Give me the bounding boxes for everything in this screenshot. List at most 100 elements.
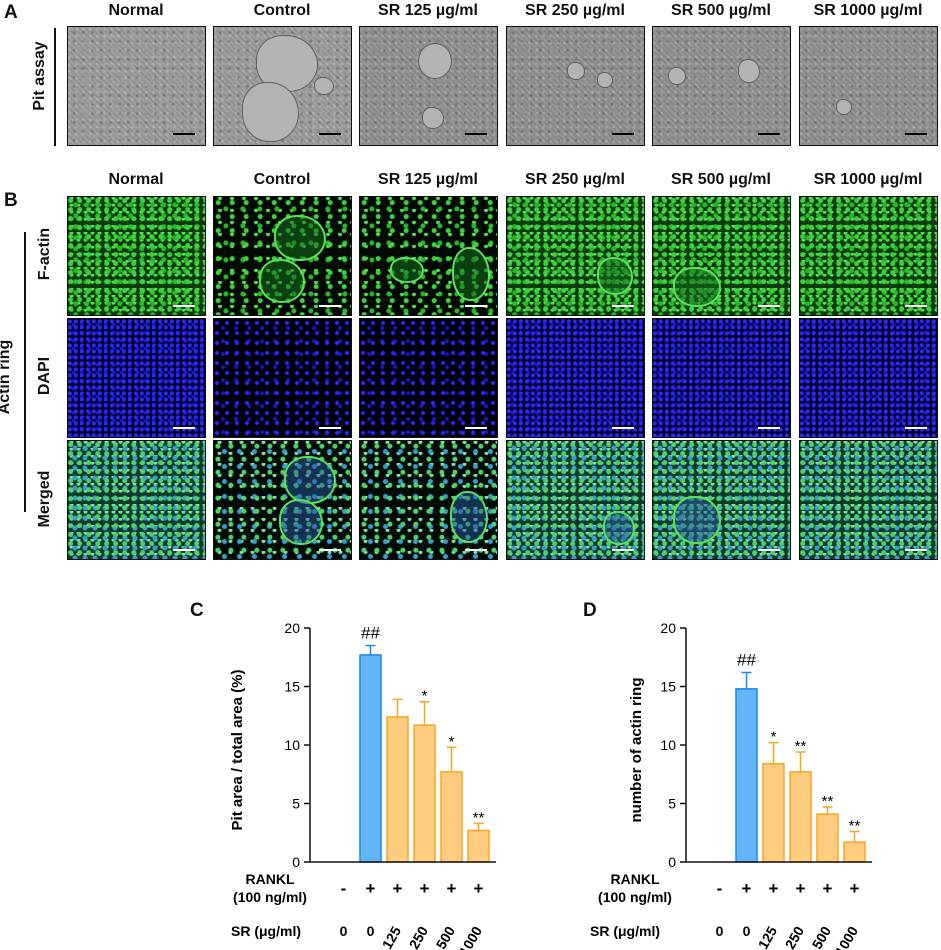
- significance-mark: **: [795, 738, 807, 755]
- pit-image-sr125: [359, 26, 498, 146]
- col-label-control-a: Control: [253, 2, 311, 19]
- sr-dose-value: 125: [755, 923, 781, 950]
- scale-bar: [173, 133, 195, 135]
- resorption-pit: [314, 77, 334, 95]
- rankl-sign: +: [769, 879, 779, 898]
- col-label-sr125-b: SR 125 µg/ml: [378, 171, 478, 188]
- panel-letter-c: C: [190, 600, 204, 621]
- sr-dose-value: 500: [433, 923, 459, 950]
- merged-image-sr500: [652, 440, 791, 560]
- row-label-actin-ring: Actin ring: [0, 339, 13, 415]
- scale-bar: [319, 133, 341, 135]
- sr-dose-value: 0: [743, 923, 751, 939]
- scale-bar: [612, 549, 634, 551]
- col-label-sr500-b: SR 500 µg/ml: [671, 171, 771, 188]
- resorption-pit: [668, 67, 686, 85]
- scale-bar: [905, 427, 927, 429]
- y-tick-label: 10: [284, 737, 300, 753]
- panel-letter-a: A: [4, 2, 18, 23]
- resorption-pit: [242, 82, 299, 142]
- scale-bar: [465, 133, 487, 135]
- sr-dose-value: 250: [406, 923, 432, 950]
- col-label-normal-b: Normal: [108, 171, 164, 188]
- factin-image-sr250: [506, 196, 645, 316]
- rankl-sign: +: [393, 879, 403, 898]
- resorption-pit: [422, 107, 444, 129]
- rankl-sub-label: (100 ng/ml): [233, 889, 307, 905]
- resorption-pit: [418, 43, 452, 79]
- col-label-control-b: Control: [253, 171, 311, 188]
- sr-dose-value: 1000: [456, 923, 486, 950]
- resorption-pit: [567, 62, 585, 80]
- col-label-sr500-a: SR 500 µg/ml: [671, 2, 771, 19]
- y-tick-label: 15: [284, 679, 300, 695]
- actin-ring: [274, 215, 326, 261]
- bar-control: [735, 688, 758, 863]
- sr-dose-value: 1000: [832, 923, 862, 950]
- bar-sr-1000: [467, 829, 490, 863]
- scale-bar: [319, 549, 341, 551]
- pit-image-control: [213, 26, 352, 146]
- bar-control: [359, 654, 382, 863]
- rankl-sign: +: [850, 879, 860, 898]
- significance-mark: **: [822, 793, 834, 810]
- row-bracket-actin: [24, 232, 26, 512]
- y-tick-label: 15: [660, 679, 676, 695]
- row-label-merged: Merged: [36, 470, 53, 528]
- factin-image-normal: [67, 196, 206, 316]
- row-bracket-pit: [54, 28, 56, 146]
- scale-bar: [758, 549, 780, 551]
- actin-ring: [284, 456, 336, 504]
- rankl-sign: +: [474, 879, 484, 898]
- col-label-sr250-b: SR 250 µg/ml: [525, 171, 625, 188]
- scale-bar: [905, 133, 927, 135]
- scale-bar: [319, 427, 341, 429]
- bar-sr-250: [789, 771, 812, 863]
- y-tick-label: 20: [660, 620, 676, 636]
- factin-image-sr500: [652, 196, 791, 316]
- pit-image-sr250: [506, 26, 645, 146]
- scale-bar: [465, 305, 487, 307]
- sr-dose-value: 0: [367, 923, 375, 939]
- rankl-label: RANKL: [246, 871, 295, 887]
- bar-sr-125: [762, 762, 785, 863]
- rankl-sign: +: [823, 879, 833, 898]
- rankl-sign: +: [366, 879, 376, 898]
- merged-image-sr1000: [799, 440, 938, 560]
- actin-ring: [279, 499, 323, 545]
- scale-bar: [173, 549, 195, 551]
- col-label-sr1000-a: SR 1000 µg/ml: [813, 2, 923, 19]
- dapi-image-sr250: [506, 318, 645, 438]
- sr-dose-value: 0: [716, 923, 724, 939]
- scale-bar: [612, 305, 634, 307]
- rankl-sign: -: [341, 879, 347, 898]
- significance-mark: *: [422, 688, 428, 705]
- y-tick-label: 10: [660, 737, 676, 753]
- scale-bar: [905, 305, 927, 307]
- merged-image-sr125: [359, 440, 498, 560]
- rankl-sign: +: [420, 879, 430, 898]
- bar-sr-250: [413, 724, 436, 863]
- y-axis-label: number of actin ring: [628, 677, 645, 822]
- dapi-image-normal: [67, 318, 206, 438]
- sr-dose-value: 250: [782, 923, 808, 950]
- actin-ring: [597, 257, 633, 295]
- col-label-sr250-a: SR 250 µg/ml: [525, 2, 625, 19]
- row-label-dapi: DAPI: [36, 356, 53, 396]
- panel-letter-b: B: [4, 190, 18, 211]
- dapi-image-control: [213, 318, 352, 438]
- panel-letter-d: D: [583, 600, 597, 621]
- col-label-sr1000-b: SR 1000 µg/ml: [813, 171, 923, 188]
- factin-image-control: [213, 196, 352, 316]
- factin-image-sr1000: [799, 196, 938, 316]
- pit-image-sr1000: [799, 26, 938, 146]
- significance-mark: ##: [361, 624, 380, 643]
- rankl-sub-label: (100 ng/ml): [598, 889, 672, 905]
- actin-ring: [452, 247, 490, 301]
- rankl-sign: +: [742, 879, 752, 898]
- scale-bar: [465, 549, 487, 551]
- significance-mark: *: [449, 733, 455, 750]
- actin-ring: [673, 496, 721, 544]
- scale-bar: [758, 427, 780, 429]
- y-tick-label: 0: [668, 854, 676, 870]
